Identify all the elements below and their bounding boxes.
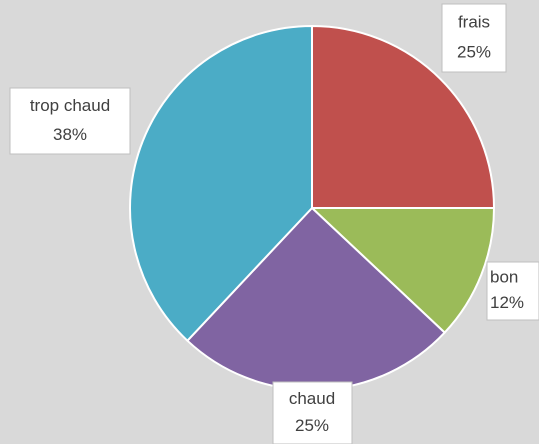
- pie-slice: [129, 24, 313, 343]
- value-label: 25%: [457, 42, 491, 61]
- label-box: [272, 381, 353, 444]
- value-label: 25%: [295, 416, 329, 435]
- pie-slice: [309, 207, 496, 335]
- pie-slice: [311, 24, 496, 209]
- category-label: frais: [458, 13, 490, 32]
- category-label: bon: [490, 268, 518, 287]
- category-label: trop chaud: [30, 96, 110, 115]
- label-box: [486, 261, 539, 321]
- value-label: 38%: [53, 125, 87, 144]
- category-label: chaud: [289, 389, 335, 408]
- value-label: 12%: [490, 293, 524, 312]
- label-box: [9, 87, 131, 155]
- label-box: [441, 3, 507, 73]
